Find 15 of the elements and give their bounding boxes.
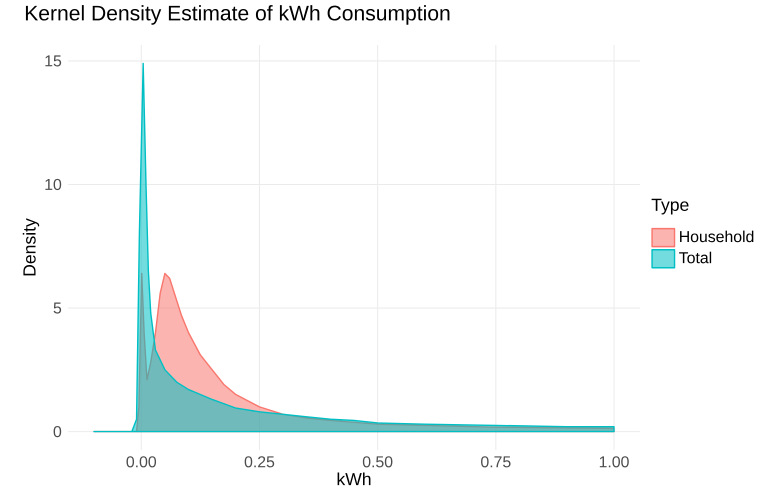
y-tick-label: 0 [54,426,62,438]
y-tick-label: 10 [45,178,62,190]
legend-title: Type [652,198,689,214]
x-tick-label: 0.75 [481,456,511,468]
x-axis-title: kWh [338,472,370,486]
y-axis-title: Density [22,218,40,276]
legend-label: Household [680,230,754,242]
x-tick-label: 1.00 [600,456,629,468]
x-tick-label: 0.25 [244,456,274,468]
legend-label: Total [679,252,712,264]
y-tick-label: 5 [54,302,62,314]
chart-title: Kernel Density Estimate of kWh Consumption [26,5,450,25]
y-tick-label: 15 [45,55,62,66]
x-tick-label: 0.00 [126,456,156,468]
x-tick-label: 0.50 [362,456,392,468]
